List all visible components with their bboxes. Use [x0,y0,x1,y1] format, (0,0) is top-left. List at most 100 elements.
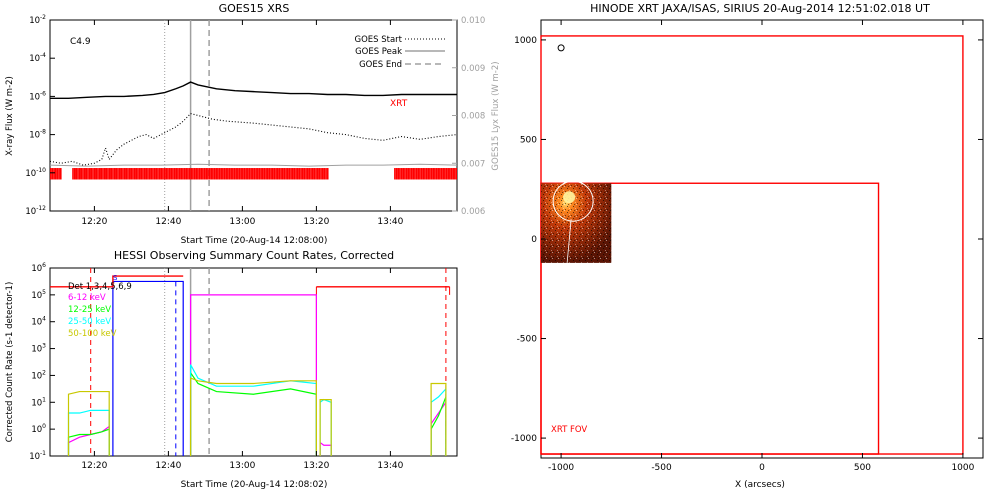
xrt-coverage-tick [447,168,449,180]
xrt-coverage-tick [230,168,232,180]
xrt-coverage-tick [233,168,236,180]
xrt-coverage-tick [77,168,79,180]
xrt-limb-line [566,219,572,263]
xrt-coverage-tick [395,168,398,180]
xrt-coverage-tick [313,168,316,180]
xrt-coverage-tick [444,168,446,180]
xrt-coverage-tick [210,168,212,180]
xrt-coverage-tick [300,168,302,180]
hessi-series-3 [190,364,317,456]
xrt-coverage-tick [400,168,403,180]
xrt-x-axis: -1000 -500 0 500 1000 [548,20,975,473]
xrt-coverage-tick [257,168,259,180]
xrt-coverage-tick [410,168,413,180]
xrt-coverage-tick [75,168,78,180]
xrt-coverage-tick [163,168,166,180]
xrt-coverage-tick [290,168,292,180]
xrt-coverage-tick [213,168,216,180]
xrt-coverage-tick [399,168,401,180]
xrt-coverage-tick [212,168,214,180]
xrt-coverage-tick [112,168,114,180]
xrt-y-axis: -1000 -500 0 500 1000 [511,36,983,444]
xrt-coverage-tick [102,168,104,180]
xrt-coverage-tick [177,168,179,180]
xrt-coverage-tick [318,168,321,180]
hessi-series-1 [190,294,317,456]
xrt-coverage-tick [303,168,306,180]
xrt-coverage-tick [108,168,111,180]
xrt-coverage-tick [280,168,282,180]
xrt-coverage-tick [435,168,438,180]
hessi-y-tick-label: 104 [31,316,46,328]
xrt-coverage-tick [275,168,277,180]
xrt-coverage-tick [73,168,76,180]
hessi-y-tick-label: 102 [31,369,46,381]
xrt-coverage-tick [321,168,324,180]
hessi-y-tick-label: 103 [31,343,46,355]
goes-ylabel: X-ray Flux (W m-2) [5,76,15,156]
xrt-coverage-tick [235,168,237,180]
xrt-content [540,35,964,455]
xrt-coverage-tick [138,168,141,180]
xrt-coverage-tick [90,168,93,180]
legend-6-12: 6-12 keV [68,293,106,303]
xrt-coverage-tick [430,168,433,180]
xrt-coverage-tick [323,168,326,180]
goes-series [50,81,457,167]
xrt-x-tick-label: 500 [854,463,871,473]
goes-markers [164,20,210,211]
xrt-coverage-tick [272,168,274,180]
hessi-x-axis: 12:20 12:40 13:00 13:20 13:40 [81,268,404,471]
xrt-coverage-tick [133,168,136,180]
goes-panel: GOES15 XRS 12:20 12:40 13:00 13:20 13:40 10-… [5,2,501,246]
xrt-coverage-tick [253,168,256,180]
xrt-coverage-tick [268,168,271,180]
hessi-x-tick-label: 12:20 [81,461,107,471]
hessi-x-tick-label: 13:40 [377,461,403,471]
goes-y-tick-label: 10-2 [29,14,46,26]
xrt-x-tick-label: -500 [651,463,672,473]
xrt-coverage-tick [225,168,227,180]
xrt-coverage-tick [53,168,55,180]
xrt-coverage-tick [242,168,244,180]
xrt-fov-label: XRT FOV [551,425,587,435]
xrt-coverage-tick [215,168,217,180]
xrt-coverage-tick [193,168,196,180]
xrt-coverage-tick [245,168,247,180]
xrt-coverage-tick [311,168,314,180]
xrt-coverage-tick [85,168,88,180]
xrt-coverage-tick [202,168,204,180]
goes-y2-tick-label: 0.007 [461,159,485,169]
xrt-coverage-tick [454,168,456,180]
xrt-coverage-tick [278,168,281,180]
xrt-panel: HINODE XRT JAXA/ISAS, SIRIUS 20-Aug-2014… [511,2,984,490]
xrt-coverage-tick [223,168,226,180]
hessi-series-2 [67,428,110,456]
xrt-coverage-tick [414,168,416,180]
xrt-coverage-tick [147,168,149,180]
goes-y-axis: 10-2 10-4 10-6 10-8 10-10 10-12 [25,14,55,217]
xrt-coverage-tick [429,168,431,180]
xrt-coverage-tick [51,168,54,180]
xrt-coverage-tick [80,168,83,180]
xrt-coverage-tick [110,168,113,180]
xrt-inner-fov-box [540,182,880,455]
xrt-coverage-tick [417,168,420,180]
hessi-series-4 [319,399,332,456]
xrt-coverage-tick [192,168,194,180]
legend-12-25: 12-25 keV [68,305,111,315]
hessi-plot-frame [49,267,458,457]
xrt-coverage-tick [434,168,436,180]
xrt-coverage-tick [283,168,286,180]
xrt-coverage-tick [296,168,299,180]
xrt-coverage-tick [286,168,289,180]
xrt-coverage-tick [83,168,86,180]
xrt-coverage-tick [187,168,189,180]
xrt-coverage-tick [168,168,171,180]
hessi-ylabel: Corrected Count Rate (s-1 detector-1) [5,282,15,443]
xrt-coverage-tick [140,168,143,180]
xrt-coverage-tick [291,168,294,180]
xrt-coverage-tick [288,168,291,180]
xrt-coverage-tick [420,168,423,180]
xrt-y-tick-label: 1000 [514,36,537,46]
